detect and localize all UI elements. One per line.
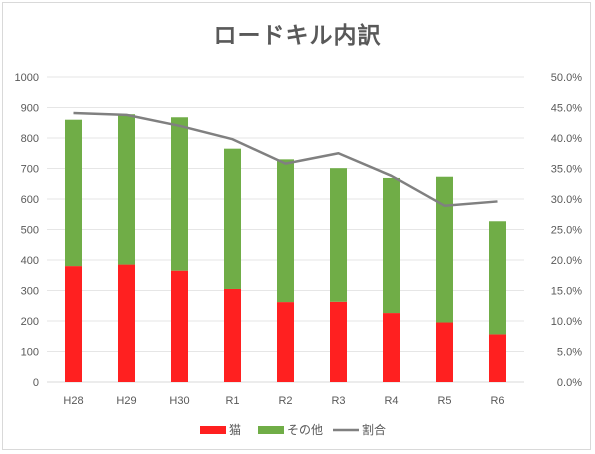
- bar-cat: [224, 288, 241, 382]
- left-tick-label: 700: [21, 164, 39, 176]
- left-tick-label: 500: [21, 225, 39, 237]
- right-tick-label: 25.0%: [551, 225, 582, 237]
- x-tick-label: R3: [331, 395, 345, 407]
- bar-series: [65, 114, 506, 382]
- bar-other: [224, 148, 241, 289]
- legend-label: 猫: [229, 423, 241, 437]
- bar-other: [330, 168, 347, 302]
- legend-bar-swatch: [258, 426, 284, 434]
- right-tick-label: 5.0%: [557, 347, 582, 359]
- right-tick-label: 35.0%: [551, 164, 582, 176]
- bar-cat: [436, 322, 453, 382]
- bar-cat: [489, 334, 506, 382]
- right-tick-label: 15.0%: [551, 286, 582, 298]
- right-tick-label: 30.0%: [551, 194, 582, 206]
- bar-cat: [330, 301, 347, 382]
- bar-cat: [171, 270, 188, 382]
- right-axis-ticks: 0.0% 5.0% 10.0% 15.0% 20.0% 25.0% 30.0% 35.0% 40…: [551, 72, 582, 389]
- chart-title: ロードキル内訳: [213, 23, 382, 49]
- bar-other: [383, 177, 400, 314]
- x-axis-ticks: H28 H29 H30 R1 R2 R3 R4 R5 R6: [63, 395, 504, 407]
- bar-other: [277, 159, 294, 303]
- left-tick-label: 100: [21, 347, 39, 359]
- bar-cat: [383, 313, 400, 382]
- right-tick-label: 0.0%: [557, 377, 582, 389]
- bar-other: [65, 119, 82, 267]
- x-tick-label: H29: [116, 395, 136, 407]
- right-tick-label: 10.0%: [551, 316, 582, 328]
- x-tick-label: H30: [169, 395, 189, 407]
- bar-other: [489, 221, 506, 335]
- legend-label: その他: [287, 423, 323, 437]
- legend-label: 割合: [362, 422, 386, 437]
- left-tick-label: 400: [21, 255, 39, 267]
- left-tick-label: 1000: [15, 72, 39, 84]
- x-tick-label: R1: [225, 395, 239, 407]
- legend-bar-swatch: [200, 426, 226, 434]
- left-tick-label: 0: [33, 377, 39, 389]
- right-tick-label: 45.0%: [551, 103, 582, 115]
- x-tick-label: R4: [384, 395, 398, 407]
- x-tick-label: H28: [63, 395, 83, 407]
- right-tick-label: 40.0%: [551, 133, 582, 145]
- x-tick-label: R6: [490, 395, 504, 407]
- left-tick-label: 300: [21, 286, 39, 298]
- bar-cat: [65, 266, 82, 382]
- left-tick-label: 900: [21, 103, 39, 115]
- x-tick-label: R2: [278, 395, 292, 407]
- x-tick-label: R5: [437, 395, 451, 407]
- left-axis-ticks: 0 100 200 300 400 500 600 700 800 900 1000: [15, 72, 39, 389]
- ratio-line-series: [73, 111, 498, 207]
- bar-other: [118, 114, 135, 265]
- legend: 猫 その他 割合: [200, 422, 386, 437]
- left-tick-label: 800: [21, 133, 39, 145]
- bar-other: [171, 117, 188, 271]
- bar-other: [436, 176, 453, 323]
- bar-cat: [277, 302, 294, 382]
- right-tick-label: 50.0%: [551, 72, 582, 84]
- bar-cat: [118, 264, 135, 382]
- left-tick-label: 600: [21, 194, 39, 206]
- left-tick-label: 200: [21, 316, 39, 328]
- right-tick-label: 20.0%: [551, 255, 582, 267]
